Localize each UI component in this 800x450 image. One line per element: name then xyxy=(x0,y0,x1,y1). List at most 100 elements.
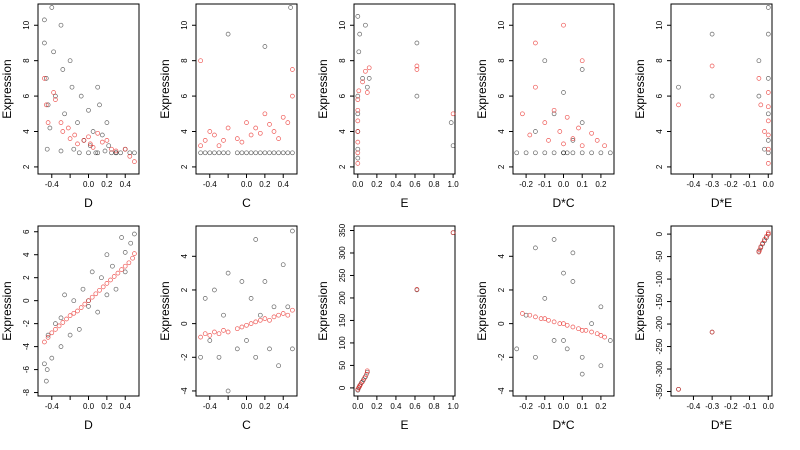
data-point xyxy=(207,333,213,338)
series-red xyxy=(520,311,607,340)
data-point xyxy=(198,58,203,64)
data-point xyxy=(533,314,538,320)
x-axis-title: D xyxy=(84,418,93,432)
data-point xyxy=(363,22,368,28)
x-tick-label: 0.8 xyxy=(428,180,440,189)
data-point xyxy=(364,368,370,374)
plot-panel: -0.4 0.0 0.2 0.4 -8 -6 -4 -2 0 2 4 6 D Expression xyxy=(0,225,140,432)
y-axis-title: Expression xyxy=(316,59,330,118)
data-point xyxy=(72,132,78,138)
data-point xyxy=(290,67,295,72)
y-tick-label: 8 xyxy=(180,58,189,63)
data-point xyxy=(607,150,613,156)
data-point xyxy=(53,97,58,102)
data-point xyxy=(762,129,767,134)
data-point xyxy=(523,150,529,156)
data-point xyxy=(355,93,361,99)
data-point xyxy=(546,317,551,323)
data-point xyxy=(225,125,231,131)
data-point xyxy=(551,107,557,113)
data-point xyxy=(364,84,370,90)
data-point xyxy=(75,308,80,314)
data-point xyxy=(290,150,295,156)
y-tick-label: 4 xyxy=(180,254,189,259)
data-point xyxy=(765,118,771,124)
x-tick-label: 0.0 xyxy=(558,180,570,189)
data-point xyxy=(100,284,106,290)
y-tick-label: 10 xyxy=(497,20,506,29)
data-point xyxy=(280,311,286,316)
data-point xyxy=(127,150,133,156)
data-point xyxy=(216,143,222,149)
y-tick-label: -200 xyxy=(655,315,664,332)
x-axis-title: D*E xyxy=(711,418,732,432)
data-point xyxy=(579,354,585,360)
data-point xyxy=(45,335,51,340)
data-point xyxy=(542,58,548,64)
data-point xyxy=(216,354,222,360)
data-point xyxy=(676,84,681,90)
data-point xyxy=(56,323,62,329)
y-tick-label: 0 xyxy=(22,298,31,303)
data-point xyxy=(75,120,80,125)
y-tick-label: 8 xyxy=(338,58,347,63)
data-point xyxy=(709,31,715,37)
data-point xyxy=(234,346,240,352)
data-point xyxy=(542,316,548,321)
series-red xyxy=(676,230,771,392)
data-point xyxy=(357,31,363,37)
x-tick-label: 0.0 xyxy=(83,180,95,189)
series-black xyxy=(355,230,456,393)
data-point xyxy=(239,324,245,330)
data-point xyxy=(42,76,47,81)
data-point xyxy=(89,294,95,300)
y-tick-label: 150 xyxy=(338,313,347,327)
x-axis-title: D*E xyxy=(711,196,732,210)
data-point xyxy=(579,67,585,72)
y-tick-label: -100 xyxy=(655,271,664,288)
data-point xyxy=(221,138,226,143)
x-tick-label: 1.0 xyxy=(448,402,460,411)
data-point xyxy=(276,363,281,369)
plot-frame xyxy=(37,3,140,175)
data-point xyxy=(225,270,231,276)
series-black xyxy=(198,228,295,394)
data-point xyxy=(355,111,361,117)
y-tick-label: 6 xyxy=(338,93,347,98)
plot-frame xyxy=(670,225,773,397)
data-point xyxy=(564,150,570,156)
data-point xyxy=(267,150,272,156)
x-tick-label: 0.2 xyxy=(259,402,271,411)
data-point xyxy=(47,125,53,131)
data-point xyxy=(570,250,576,256)
data-point xyxy=(765,104,771,110)
series-black xyxy=(42,231,137,384)
x-tick-label: -0.4 xyxy=(687,402,701,411)
data-point xyxy=(198,334,203,340)
data-point xyxy=(253,125,259,131)
y-tick-label: 10 xyxy=(180,20,189,29)
y-tick-label: 6 xyxy=(22,229,31,234)
data-point xyxy=(271,150,277,156)
data-point xyxy=(49,5,55,10)
y-tick-label: 100 xyxy=(338,336,347,350)
data-point xyxy=(570,138,576,143)
data-point xyxy=(95,309,101,315)
data-point xyxy=(579,150,585,156)
data-point xyxy=(598,363,604,369)
data-point xyxy=(71,146,77,152)
data-point xyxy=(257,317,263,323)
data-point xyxy=(533,84,538,90)
y-tick-label: 2 xyxy=(338,164,347,169)
data-point xyxy=(202,138,208,143)
data-point xyxy=(257,130,263,136)
data-point xyxy=(280,150,286,156)
data-point xyxy=(594,331,600,337)
data-point xyxy=(71,298,77,304)
data-point xyxy=(65,125,71,131)
data-point xyxy=(589,150,594,156)
x-tick-label: 0.0 xyxy=(763,180,775,189)
data-point xyxy=(579,143,585,149)
data-point xyxy=(533,129,538,134)
